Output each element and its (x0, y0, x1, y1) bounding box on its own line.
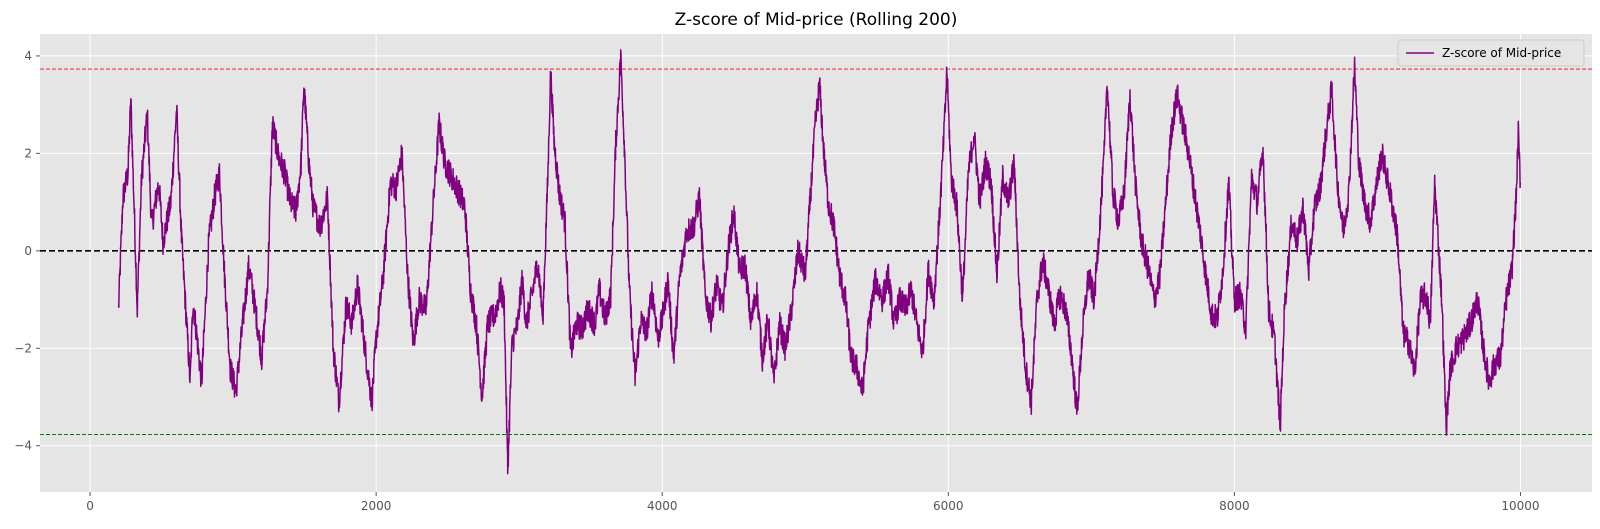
legend-box (1397, 39, 1585, 67)
y-tick-label: 4 (24, 49, 32, 63)
x-axis: 0 2000 4000 6000 8000 10000 (86, 492, 1540, 513)
x-tick-label: 6000 (933, 499, 964, 513)
y-tick-label: 2 (24, 146, 32, 160)
legend-label: Z-score of Mid-price (1442, 46, 1561, 60)
legend: Z-score of Mid-price (1397, 39, 1585, 67)
x-tick-label: 8000 (1219, 499, 1250, 513)
y-tick-label: 0 (24, 244, 32, 258)
x-tick-label: 10000 (1501, 499, 1539, 513)
grid-lines (40, 34, 1592, 492)
y-tick-label: −4 (14, 439, 32, 453)
y-axis: −4 −2 0 2 4 (14, 49, 40, 453)
reference-lines (40, 68, 1592, 435)
y-tick-label: −2 (14, 341, 32, 355)
series-line (117, 49, 1522, 475)
x-tick-label: 2000 (361, 499, 392, 513)
series-layer (117, 49, 1522, 475)
chart-title: Z-score of Mid-price (Rolling 200) (675, 10, 958, 30)
x-tick-label: 0 (86, 499, 94, 513)
x-tick-label: 4000 (647, 499, 678, 513)
